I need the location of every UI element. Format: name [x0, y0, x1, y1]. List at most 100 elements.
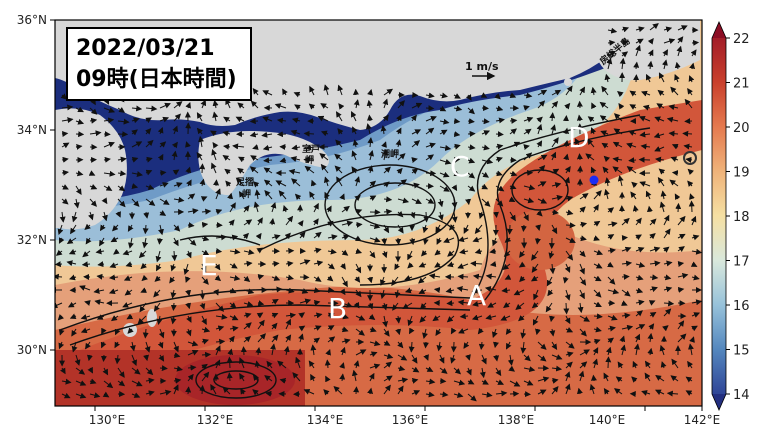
kuroshio-current: [55, 100, 702, 400]
velocity-arrow: [478, 211, 485, 220]
velocity-arrow: [411, 198, 422, 204]
velocity-arrow: [226, 372, 233, 382]
velocity-arrow: [285, 260, 294, 267]
velocity-arrow: [369, 180, 377, 187]
velocity-arrow: [394, 289, 401, 299]
velocity-arrow: [658, 168, 666, 175]
velocity-arrow: [69, 274, 77, 281]
velocity-arrow: [537, 389, 547, 396]
velocity-arrow: [252, 181, 260, 188]
velocity-arrow: [439, 185, 450, 192]
velocity-arrow: [103, 141, 115, 148]
timestamp-box: 2022/03/21 09時(日本時間): [66, 27, 252, 101]
velocity-arrow: [520, 224, 527, 232]
velocity-arrow: [263, 157, 273, 164]
velocity-arrow: [590, 166, 597, 174]
velocity-arrow: [85, 341, 91, 350]
region-label-c: C: [450, 150, 470, 183]
velocity-arrow: [509, 380, 521, 387]
velocity-arrow: [143, 211, 150, 219]
velocity-arrow: [617, 361, 624, 369]
velocity-arrow: [576, 114, 583, 122]
velocity-arrow: [253, 201, 260, 213]
velocity-arrow: [158, 354, 165, 362]
velocity-arrow: [341, 301, 353, 308]
velocity-arrow: [471, 314, 483, 321]
velocity-arrow: [659, 344, 666, 356]
velocity-arrow: [397, 377, 409, 384]
velocity-arrow: [396, 114, 402, 122]
velocity-arrow: [351, 166, 358, 174]
velocity-arrow: [337, 84, 344, 96]
velocity-arrow: [131, 156, 139, 163]
velocity-arrow: [369, 340, 381, 347]
velocity-arrow: [613, 388, 623, 395]
velocity-arrow: [663, 228, 671, 239]
velocity-arrow: [495, 198, 504, 207]
velocity-arrow: [639, 181, 651, 187]
velocity-arrow: [453, 143, 461, 150]
velocity-arrow: [509, 92, 517, 99]
velocity-arrow: [685, 156, 693, 163]
velocity-arrow: [523, 211, 529, 222]
velocity-arrow: [294, 193, 302, 201]
velocity-arrow: [435, 224, 442, 234]
velocity-arrow: [451, 184, 458, 192]
lon-tick-label: 142°E: [684, 413, 721, 427]
velocity-arrow: [453, 93, 461, 99]
velocity-arrow: [215, 313, 228, 320]
velocity-arrow: [690, 49, 697, 57]
velocity-arrow: [612, 156, 623, 163]
velocity-arrow: [493, 341, 499, 349]
velocity-arrow: [170, 289, 177, 299]
velocity-arrow: [215, 234, 228, 241]
velocity-arrow: [352, 139, 359, 148]
velocity-arrow: [607, 207, 615, 214]
velocity-arrow: [199, 178, 206, 187]
velocity-arrow: [313, 337, 321, 344]
velocity-arrow: [619, 335, 626, 343]
velocity-arrow: [242, 232, 249, 240]
velocity-arrow: [173, 196, 185, 203]
velocity-arrow: [437, 211, 444, 221]
velocity-arrow: [635, 274, 644, 281]
velocity-arrow: [382, 149, 389, 161]
velocity-arrow: [439, 158, 452, 165]
velocity-arrow: [199, 302, 206, 310]
velocity-arrow: [551, 100, 559, 109]
date-text: 2022/03/21: [76, 36, 215, 61]
velocity-arrow: [666, 116, 679, 123]
velocity-arrow: [320, 103, 329, 109]
velocity-arrow: [96, 273, 105, 280]
velocity-arrow: [201, 235, 210, 242]
velocity-arrow: [103, 170, 116, 177]
velocity-arrow: [187, 222, 195, 229]
velocity-arrow: [109, 262, 119, 268]
velocity-arrow: [649, 233, 656, 240]
island: [147, 309, 157, 327]
velocity-arrow: [108, 288, 119, 295]
velocity-arrow: [523, 144, 530, 150]
velocity-arrow: [654, 389, 665, 396]
velocity-arrow: [117, 118, 130, 125]
velocity-arrow: [439, 171, 450, 178]
velocity-arrow: [537, 341, 547, 350]
velocity-arrow: [648, 323, 655, 330]
velocity-arrow: [450, 354, 456, 364]
velocity-arrow: [520, 328, 527, 339]
velocity-arrow: [101, 327, 107, 335]
velocity-arrow: [66, 260, 77, 267]
velocity-arrow: [495, 170, 503, 177]
velocity-arrow: [290, 129, 301, 136]
velocity-arrow: [145, 390, 155, 397]
velocity-arrow: [68, 248, 77, 255]
velocity-arrow: [201, 208, 212, 215]
velocity-arrow: [369, 223, 381, 230]
velocity-arrow: [61, 198, 69, 205]
velocity-arrow: [635, 26, 645, 33]
velocity-arrow: [313, 299, 321, 306]
velocity-arrow: [227, 192, 234, 200]
velocity-arrow: [89, 183, 98, 190]
velocity-arrow: [145, 128, 152, 135]
velocity-arrow: [71, 328, 77, 337]
